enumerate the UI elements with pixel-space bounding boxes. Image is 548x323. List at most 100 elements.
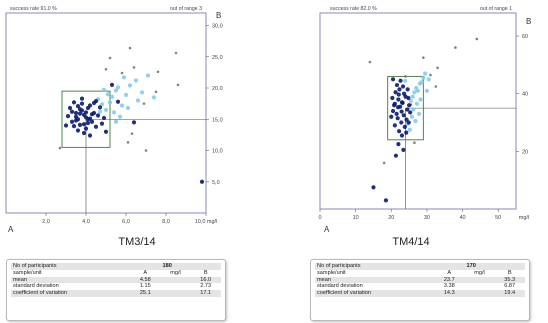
data-point-dark xyxy=(87,103,93,108)
data-point-light xyxy=(103,107,109,112)
stats-header-sample: sample/unit xyxy=(13,269,42,276)
stats-value-a: 1.15 xyxy=(139,283,151,290)
stats-row-cv: coefficient of variation 25.1 17.1 xyxy=(11,290,221,297)
data-point-light xyxy=(415,88,421,93)
statistics-table: No of participants 170 sample/unit A mg/… xyxy=(310,259,530,321)
x-tick-label: 6,0 xyxy=(122,219,130,225)
data-point-light xyxy=(412,90,417,95)
data-point-dark xyxy=(406,95,411,101)
data-point-light xyxy=(101,87,107,92)
data-point-dark xyxy=(390,95,395,101)
data-point-dark xyxy=(401,113,406,118)
data-point-gray xyxy=(436,66,439,70)
data-point-dark xyxy=(75,128,81,133)
data-point-dark xyxy=(75,104,81,109)
data-point-light xyxy=(408,98,413,104)
data-point-dark xyxy=(402,91,407,96)
stats-value-b: 19.4 xyxy=(494,290,525,297)
stats-row-mean: mean 4.58 16.0 xyxy=(11,276,221,284)
data-point-light xyxy=(107,100,113,105)
data-point-light xyxy=(419,80,424,85)
y-tick-label: 60 xyxy=(522,34,528,40)
data-point-dark xyxy=(396,142,401,147)
data-point-dark xyxy=(115,99,121,104)
data-point-dark xyxy=(393,90,398,95)
stats-row-mean: mean 23.7 35.3 xyxy=(315,276,525,284)
data-point-dark xyxy=(131,120,137,125)
data-point-dark xyxy=(81,122,87,127)
success-rate-label: success rate 91.0 % xyxy=(10,6,57,12)
data-point-gray xyxy=(58,146,62,150)
data-point-light xyxy=(115,85,121,90)
data-point-dark xyxy=(400,84,406,89)
stats-header-row: sample/unit A mg/l B xyxy=(11,270,221,277)
data-point-gray xyxy=(434,85,438,88)
data-point-gray xyxy=(108,56,112,60)
data-point-light xyxy=(125,105,131,111)
stats-label: standard deviation xyxy=(13,283,59,290)
stats-header-unit: mg/l xyxy=(170,269,181,276)
y-axis-label: B xyxy=(216,11,221,20)
data-point-gray xyxy=(429,73,432,77)
data-point-dark xyxy=(399,120,404,125)
data-point-dark xyxy=(101,115,107,121)
data-point-light xyxy=(105,92,111,97)
data-point-dark xyxy=(404,130,409,135)
stats-value-a: 25.1 xyxy=(130,290,161,297)
x-axis-label: A xyxy=(8,225,14,234)
data-point-dark xyxy=(97,105,103,110)
data-point-gray xyxy=(176,83,180,87)
data-point-dark xyxy=(81,130,87,136)
stats-value-b: 2.73 xyxy=(200,283,212,290)
y-tick-label: 15,0 xyxy=(212,117,223,123)
data-point-light xyxy=(403,78,408,83)
data-point-dark xyxy=(392,123,397,128)
y-tick-label: 20 xyxy=(522,149,528,155)
stats-value-b: 16.0 xyxy=(190,276,221,284)
data-point-light xyxy=(109,94,115,99)
data-point-dark xyxy=(109,82,115,87)
data-point-gray xyxy=(144,149,148,152)
stats-header-a: A xyxy=(447,269,452,276)
participants-count: 180 xyxy=(160,263,191,270)
stats-row-sd: standard deviation 1.15 2.73 xyxy=(11,283,221,290)
x-tick-label: 8,0 xyxy=(162,219,170,225)
data-point-dark xyxy=(371,185,376,190)
data-point-dark xyxy=(63,123,69,128)
data-point-light xyxy=(411,107,416,112)
data-point-gray xyxy=(128,46,132,50)
data-point-light xyxy=(418,97,423,102)
data-point-dark xyxy=(71,100,77,105)
data-point-dark xyxy=(383,198,389,203)
data-point-dark xyxy=(390,108,396,114)
stats-value-a: 3.38 xyxy=(443,283,455,290)
tolerance-box xyxy=(61,90,111,148)
data-point-light xyxy=(133,78,139,83)
data-points xyxy=(58,46,205,184)
data-point-gray xyxy=(130,132,134,135)
data-point-light xyxy=(99,102,105,107)
x-axis-label: A xyxy=(324,225,330,234)
data-point-dark xyxy=(79,96,85,101)
data-point-dark xyxy=(408,110,413,115)
data-point-light xyxy=(113,119,119,124)
data-point-dark xyxy=(395,105,401,110)
participants-label: No of participants xyxy=(11,263,130,270)
data-point-dark xyxy=(396,92,401,97)
data-point-dark xyxy=(89,112,95,117)
axis-ticks: 5,0 10,0 15,0 20,0 25,0 30,0 2,0 4,0 6,0 8,0 10,0 … xyxy=(42,24,223,226)
axis-ticks: 20 40 60 0 10 20 30 40 50 mg/l xyxy=(318,34,529,221)
data-point-gray xyxy=(404,75,407,78)
data-point-gray xyxy=(126,141,130,144)
data-point-dark xyxy=(69,119,75,124)
data-point-dark xyxy=(400,100,405,106)
plot-frame xyxy=(5,12,207,214)
data-point-dark xyxy=(401,147,406,153)
stats-row-sd: standard deviation 3.38 6.87 xyxy=(315,283,525,290)
x-tick-label: 40 xyxy=(459,215,465,221)
data-point-dark xyxy=(99,121,105,126)
data-point-dark xyxy=(402,124,407,129)
data-point-dark xyxy=(65,114,71,119)
x-tick-label: 2,0 xyxy=(42,219,50,225)
stats-label: coefficient of variation xyxy=(315,290,434,297)
